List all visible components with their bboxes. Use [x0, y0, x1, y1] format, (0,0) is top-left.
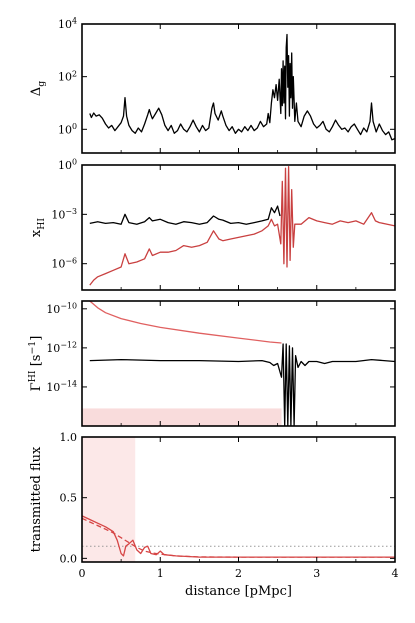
x-tick-label: 0 [79, 567, 86, 580]
axes-frame [81, 23, 396, 154]
y-tick-label: 100 [58, 122, 77, 136]
y-tick-label: 10−10 [46, 301, 77, 315]
x-tick-label: 1 [157, 567, 164, 580]
x-tick-label: 2 [235, 567, 242, 580]
y-tick-label: 0.5 [60, 492, 78, 505]
series-line-0 [89, 205, 281, 225]
y-tick-label: 100 [58, 158, 77, 172]
y-tick-label: 10−6 [51, 256, 77, 270]
neutral-fraction-panel: 100 10−3 10−6 xHI [29, 158, 396, 291]
y-axis-label: ΓHI [s−1] [27, 336, 44, 392]
transmitted-flux-panel: 0.0 0.5 1.0 transmitted flux 0 1 2 3 4 distance [… [29, 431, 399, 599]
series-line-0 [89, 33, 395, 141]
overdensity-panel: 100 102 104 Δg [29, 17, 396, 154]
shaded-region [82, 437, 136, 562]
y-tick-label: 104 [58, 17, 77, 31]
y-axis-label: transmitted flux [29, 446, 44, 552]
y-tick-label: 10−14 [46, 380, 77, 394]
series-line-0 [89, 301, 282, 344]
y-axis-label: Δg [29, 81, 47, 96]
y-tick-label: 102 [58, 69, 77, 83]
plot-area [89, 33, 395, 141]
axes-frame [81, 300, 396, 427]
plot-area [82, 301, 395, 426]
plot-area [89, 165, 395, 286]
y-tick-label: 10−3 [51, 207, 77, 221]
series-line-1 [82, 517, 395, 558]
y-tick-label: 10−12 [46, 340, 77, 354]
axes-frame [81, 164, 396, 291]
series-line-1 [89, 165, 395, 286]
shaded-region [82, 408, 282, 426]
y-axis-label: xHI [29, 218, 47, 237]
x-axis-label: distance [pMpc] [185, 584, 292, 599]
y-tick-label: 1.0 [60, 431, 78, 444]
x-tick-label: 3 [313, 567, 320, 580]
series-line-1 [89, 343, 395, 426]
y-tick-label: 0.0 [60, 552, 78, 565]
plot-area [82, 437, 395, 562]
x-tick-label: 4 [392, 567, 399, 580]
